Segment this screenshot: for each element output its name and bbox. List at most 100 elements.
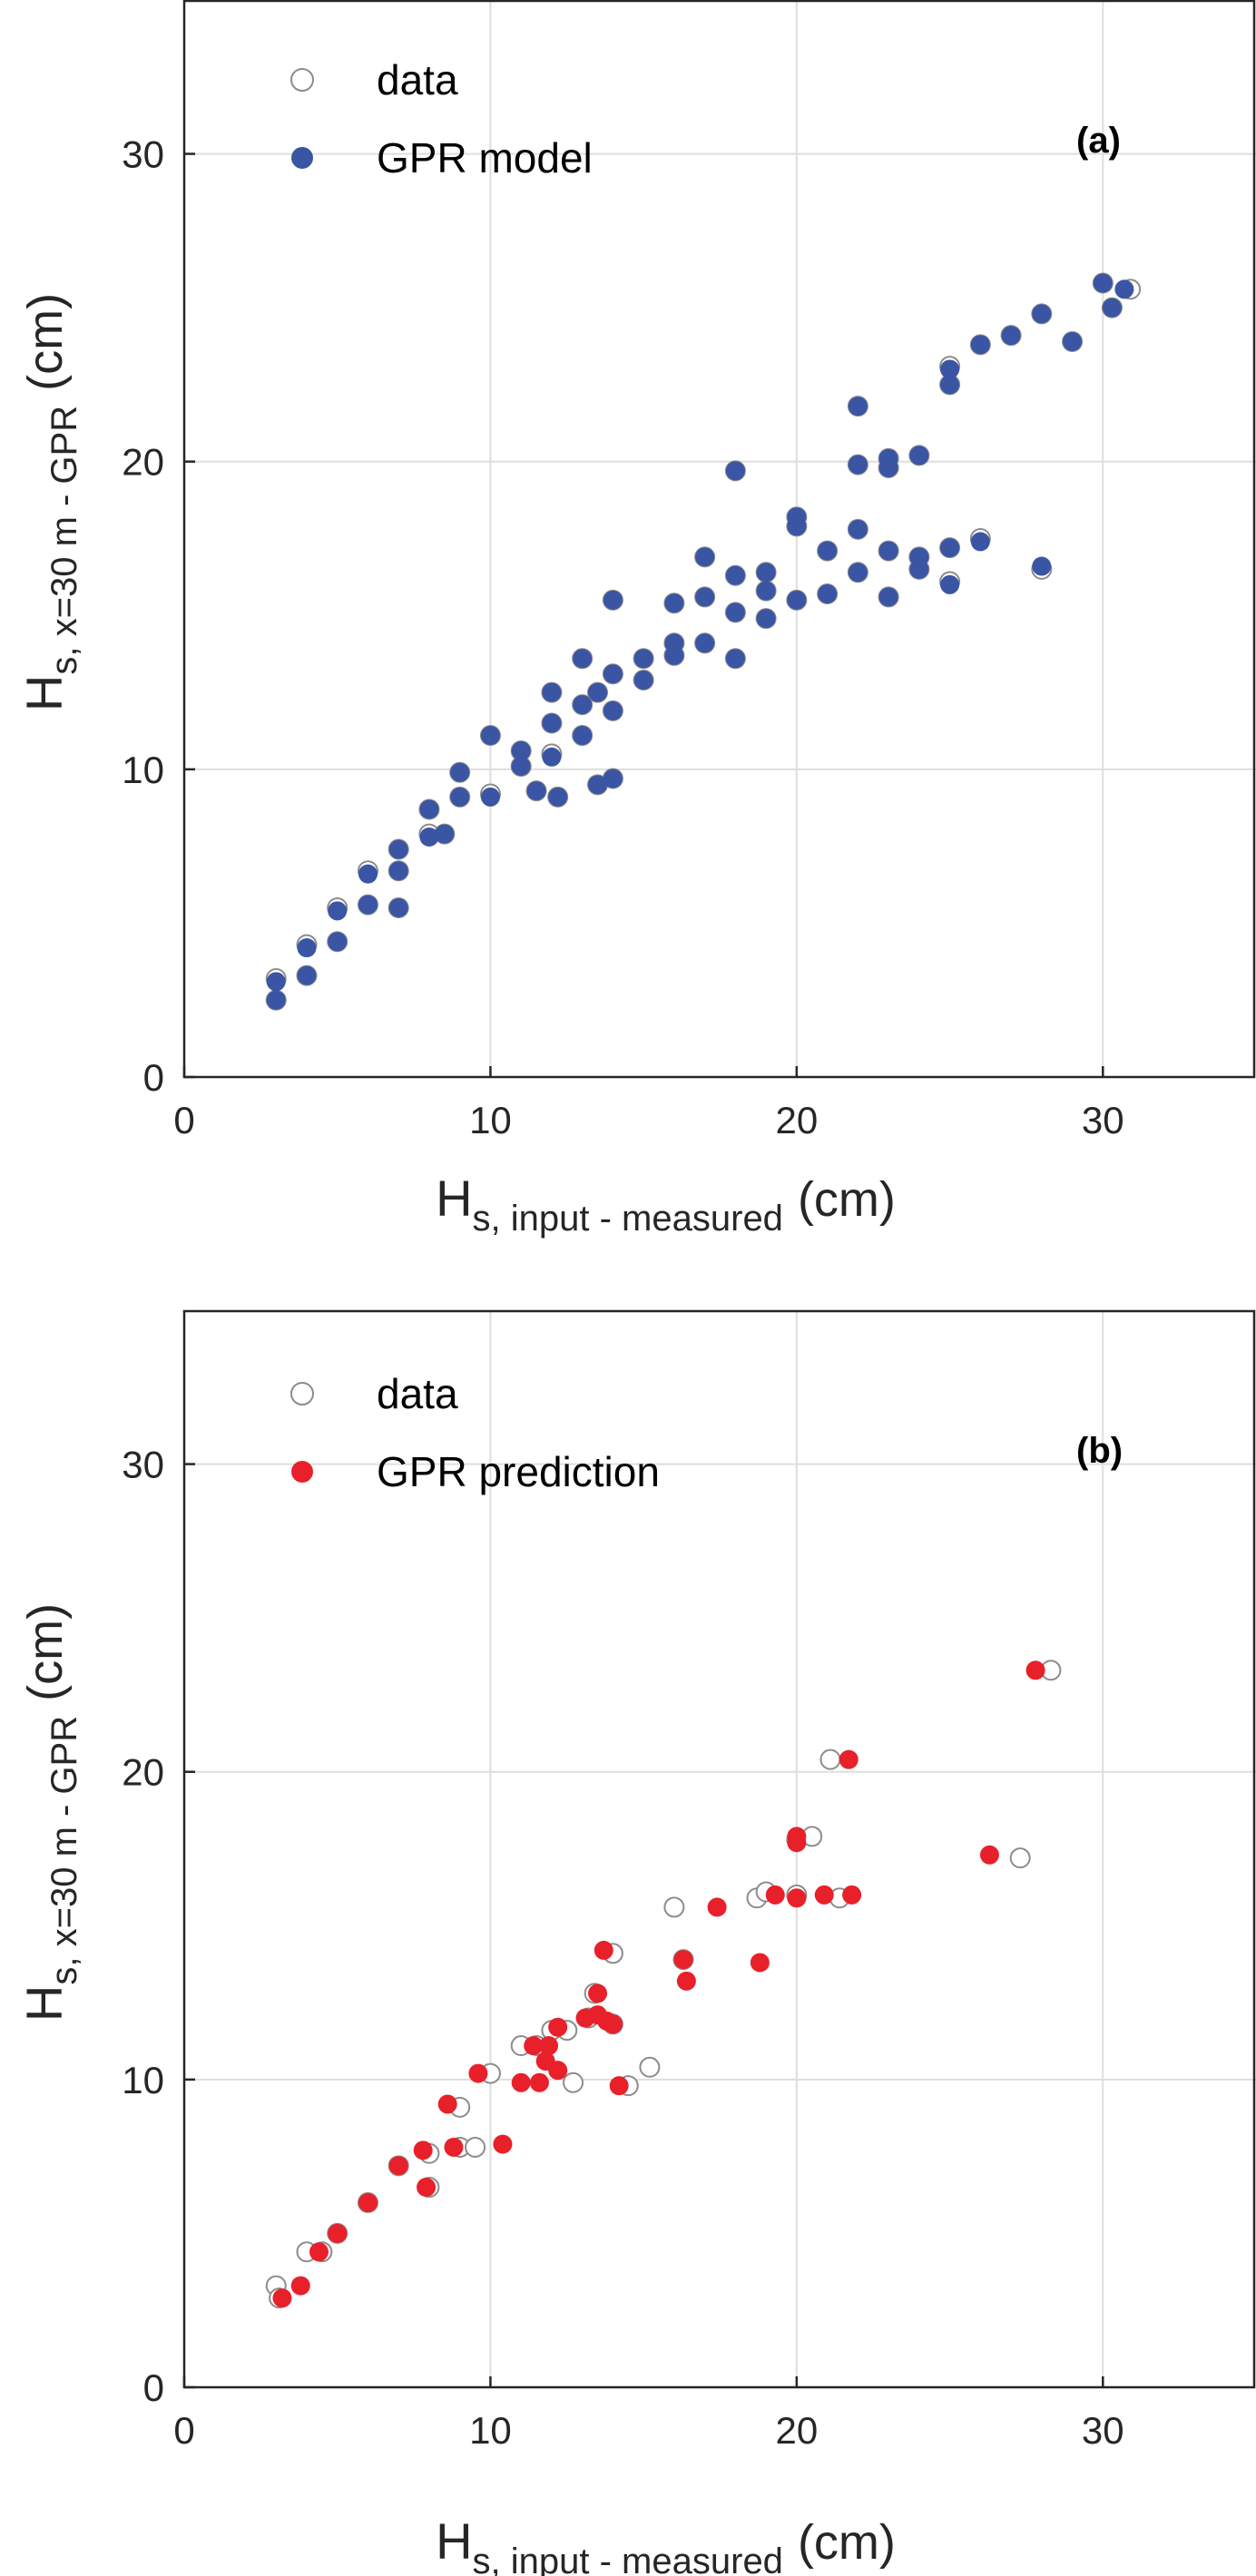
data-point-filled <box>814 1885 834 1905</box>
data-point-filled <box>633 649 653 669</box>
data-point-filled <box>676 1971 696 1991</box>
data-point-filled <box>526 781 546 801</box>
data-point-filled <box>787 590 807 610</box>
data-point-filled <box>673 1950 693 1970</box>
legend-marker-filled <box>291 147 313 169</box>
data-point-filled <box>328 2223 348 2243</box>
x-tick-label: 20 <box>775 2409 818 2452</box>
x-axis-label: Hs, input - measured (cm) <box>436 2512 896 2576</box>
x-axis-label-subscript: s, input - measured <box>473 1199 783 1239</box>
series-gpr-prediction <box>272 1660 1045 2308</box>
data-point-filled <box>878 541 898 561</box>
data-point-filled <box>695 547 715 567</box>
plot-area <box>184 1310 1256 2387</box>
data-point-filled <box>940 375 960 395</box>
data-point-filled <box>542 682 562 702</box>
x-tick-label: 30 <box>1082 2409 1124 2452</box>
y-tick-label: 20 <box>122 441 164 484</box>
data-point-filled <box>548 2017 568 2037</box>
data-point-filled <box>511 2072 531 2092</box>
y-tick-label: 0 <box>143 1056 164 1099</box>
data-point-filled <box>573 726 593 746</box>
x-axis-label-unit: (cm) <box>798 1172 896 1227</box>
data-point-filled <box>725 461 745 481</box>
data-point-filled <box>909 446 929 465</box>
data-point-filled <box>839 1749 859 1769</box>
data-point-filled <box>970 532 990 552</box>
y-axis-label-subscript: s, x=30 m - GPR <box>44 1716 84 1985</box>
data-point-filled <box>818 584 838 604</box>
data-point-filled <box>725 649 745 669</box>
data-point-filled <box>756 563 776 583</box>
data-point-filled <box>548 2061 568 2081</box>
data-point-filled <box>266 990 286 1010</box>
axes-frame <box>182 1309 1256 2389</box>
data-point-filled <box>266 972 286 992</box>
data-point-filled <box>940 574 960 594</box>
data-point-open <box>465 2136 486 2158</box>
data-point-filled <box>725 565 745 585</box>
data-point-filled <box>437 2094 457 2114</box>
data-point-filled <box>909 559 929 579</box>
data-point-filled <box>419 827 439 847</box>
legend-label: GPR prediction <box>377 1448 660 1495</box>
y-tick-label: 0 <box>143 2366 164 2409</box>
data-point-filled <box>979 1845 999 1865</box>
data-point-filled <box>1102 298 1122 318</box>
y-axis-label-main: H <box>15 675 73 711</box>
y-tick-label: 10 <box>122 2059 164 2101</box>
data-point-filled <box>603 590 623 610</box>
data-point-filled <box>417 2178 437 2198</box>
data-point-filled <box>848 455 868 475</box>
data-point-filled <box>358 864 378 884</box>
x-axis-label: Hs, input - measured (cm) <box>436 1170 896 1239</box>
data-point-filled <box>328 901 348 921</box>
data-point-filled <box>480 726 500 746</box>
data-point-filled <box>1032 304 1052 324</box>
legend-marker-filled <box>291 1461 313 1483</box>
x-axis-label-subscript: s, input - measured <box>473 2542 783 2576</box>
data-point-filled <box>511 756 531 776</box>
data-point-filled <box>1032 556 1052 576</box>
data-point-filled <box>1025 1660 1045 1680</box>
x-tick-label: 10 <box>469 2409 512 2452</box>
data-point-filled <box>435 824 455 844</box>
data-point-filled <box>633 671 653 691</box>
data-point-filled <box>707 1897 727 1917</box>
data-point-open <box>1009 1847 1031 1869</box>
y-axis-label: Hs, x=30 m - GPR (cm) <box>15 293 84 711</box>
x-axis-label-unit: (cm) <box>798 2515 896 2570</box>
legend-marker-open <box>290 68 314 92</box>
panel-tag: (b) <box>1076 1431 1123 1471</box>
y-axis-label-unit: (cm) <box>18 293 73 391</box>
data-point-filled <box>1001 326 1021 346</box>
data-point-filled <box>756 581 776 601</box>
data-point-filled <box>542 747 562 767</box>
data-point-filled <box>940 538 960 558</box>
data-point-filled <box>419 799 439 819</box>
x-tick-label: 10 <box>469 1099 512 1141</box>
data-point-filled <box>664 593 684 613</box>
x-axis-label-main: H <box>436 1170 472 1227</box>
data-point-filled <box>588 682 608 702</box>
y-tick-label: 30 <box>122 1444 164 1486</box>
data-point-filled <box>529 2072 549 2092</box>
y-tick-label: 30 <box>122 133 164 176</box>
data-point-filled <box>272 2288 292 2308</box>
data-point-filled <box>695 587 715 607</box>
data-point-filled <box>848 397 868 416</box>
y-tick-label: 10 <box>122 749 164 791</box>
data-point-filled <box>290 2276 310 2296</box>
data-point-filled <box>388 897 408 917</box>
data-point-filled <box>388 2156 408 2176</box>
data-point-filled <box>818 541 838 561</box>
legend-label: GPR model <box>377 134 593 181</box>
data-point-filled <box>573 649 593 669</box>
legend-label: data <box>377 56 458 103</box>
data-point-filled <box>444 2137 464 2157</box>
y-axis-label: Hs, x=30 m - GPR (cm) <box>15 1603 84 2022</box>
x-tick-label: 20 <box>775 1099 818 1141</box>
